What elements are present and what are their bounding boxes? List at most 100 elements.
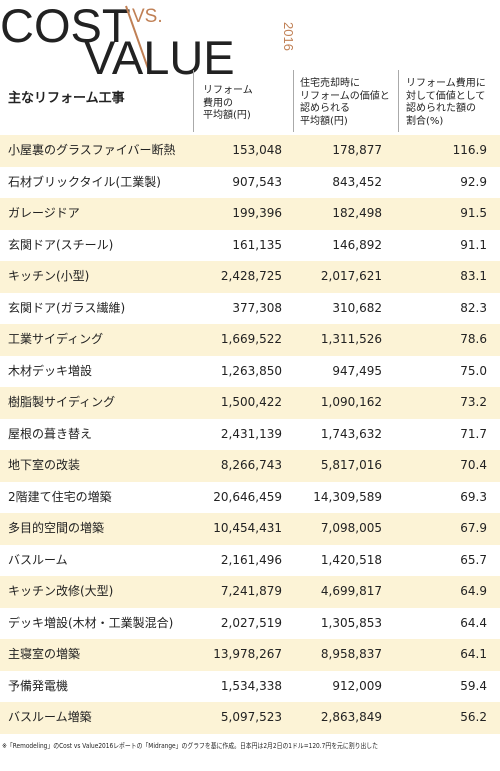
table-row: [0, 324, 500, 356]
table-row: [0, 639, 500, 671]
header-text: リフォーム費用に: [406, 78, 486, 89]
row-value: 843,452: [332, 174, 382, 189]
row-value: 67.9: [460, 521, 487, 535]
table-row: [0, 229, 500, 261]
row-label: 予備発電機: [8, 678, 69, 693]
row-value: 1,534,338: [220, 678, 282, 693]
header-divider: [398, 70, 399, 132]
row-value: 64.1: [460, 647, 487, 661]
row-value: 20,646,459: [213, 489, 282, 504]
row-label: 多目的空間の増築: [8, 521, 105, 535]
row-value: 2,161,496: [220, 552, 282, 567]
table-row: [0, 481, 500, 513]
row-value: 947,495: [332, 363, 382, 378]
row-value: 91.5: [460, 206, 487, 220]
table-row: [0, 387, 500, 419]
row-label: 主寝室の増築: [8, 647, 81, 661]
header-text: リフォームの価値と: [300, 90, 390, 102]
row-value: 2,431,139: [220, 426, 282, 441]
row-value: 146,892: [332, 237, 382, 252]
row-value: 70.4: [460, 458, 487, 472]
row-label: ガレージドア: [8, 206, 80, 220]
row-value: 1,669,522: [220, 332, 282, 346]
header-divider: [293, 70, 294, 132]
row-value: 1,311,526: [320, 332, 382, 346]
row-value: 2,863,849: [320, 710, 382, 724]
table-row: [0, 513, 500, 545]
row-value: 1,500,422: [220, 395, 282, 409]
row-value: 2,027,519: [220, 615, 282, 630]
logo-cost: COST: [0, 0, 131, 52]
header-text: 認められる: [300, 103, 350, 114]
row-value: 14,309,589: [313, 489, 382, 504]
row-value: 4,699,817: [320, 584, 382, 598]
row-value: 377,308: [232, 300, 282, 315]
table-row: [0, 670, 500, 702]
table-row: [0, 166, 500, 198]
row-value: 161,135: [232, 237, 282, 252]
row-value: 182,498: [332, 206, 382, 220]
row-value: 7,098,005: [320, 521, 382, 535]
logo-vs: VS.: [132, 6, 163, 27]
table-row: [0, 198, 500, 230]
row-value: 64.4: [460, 615, 487, 630]
row-label: 地下室の改装: [8, 458, 81, 472]
header-text: 主なリフォーム工事: [8, 91, 125, 106]
row-label: 小屋裏のグラスファイバー断熱: [8, 143, 176, 157]
footnote: ※「Remodeling」のCost vs Value2016レポートの「Mid…: [2, 742, 378, 750]
logo-year: 2016: [281, 22, 296, 51]
row-value: 1,743,632: [320, 426, 382, 441]
row-label: バスルーム: [8, 552, 68, 567]
table-row: [0, 576, 500, 608]
row-value: 1,420,518: [320, 552, 382, 567]
row-value: 912,009: [332, 678, 382, 693]
header-text: 費用の: [203, 97, 233, 109]
header-text: 認められた額の: [406, 103, 476, 114]
header-text: リフォーム: [203, 85, 253, 96]
logo-value: VALUE: [84, 31, 235, 80]
logo: COST VS. VALUE 2016: [0, 0, 296, 80]
row-value: 75.0: [460, 363, 487, 378]
table-row: [0, 702, 500, 734]
row-value: 71.7: [460, 426, 487, 441]
table-row: [0, 292, 500, 324]
row-label: バスルーム増築: [8, 710, 92, 724]
table-row: [0, 607, 500, 639]
row-value: 178,877: [332, 143, 382, 157]
row-value: 2,017,621: [320, 269, 382, 283]
row-label: デッキ増設(木材・工業製混合): [8, 615, 174, 630]
table-row: [0, 355, 500, 387]
row-value: 5,817,016: [320, 458, 382, 472]
row-value: 56.2: [460, 710, 487, 724]
header-text: 対して価値として: [406, 90, 486, 102]
row-value: 83.1: [460, 269, 487, 283]
row-label: キッチン(小型): [8, 269, 90, 283]
row-label: 木材デッキ増設: [8, 363, 93, 378]
row-label: 工業サイディング: [8, 332, 104, 346]
row-value: 73.2: [460, 395, 487, 409]
row-label: 樹脂製サイディング: [8, 395, 116, 409]
row-value: 82.3: [460, 300, 487, 315]
row-value: 2,428,725: [220, 269, 282, 283]
row-value: 1,305,853: [320, 615, 382, 630]
header-text: 住宅売却時に: [300, 78, 360, 89]
row-label: 2階建て住宅の増築: [8, 489, 112, 504]
header-text: 平均額(円): [203, 110, 251, 121]
row-value: 310,682: [332, 300, 382, 315]
row-value: 13,978,267: [213, 647, 282, 661]
table-row: [0, 450, 500, 482]
row-value: 10,454,431: [213, 521, 282, 535]
row-label: 屋根の葺き替え: [8, 426, 93, 441]
header-divider: [193, 70, 194, 132]
row-label: 石材ブリックタイル(工業製): [8, 174, 161, 189]
row-value: 64.9: [460, 584, 487, 598]
row-value: 1,263,850: [220, 363, 282, 378]
row-value: 78.6: [460, 332, 487, 346]
row-value: 8,958,837: [320, 647, 382, 661]
row-value: 8,266,743: [220, 458, 282, 472]
row-value: 5,097,523: [220, 710, 282, 724]
row-value: 65.7: [460, 552, 487, 567]
header-text: 平均額(円): [300, 115, 348, 127]
logo-slash: [125, 5, 151, 75]
